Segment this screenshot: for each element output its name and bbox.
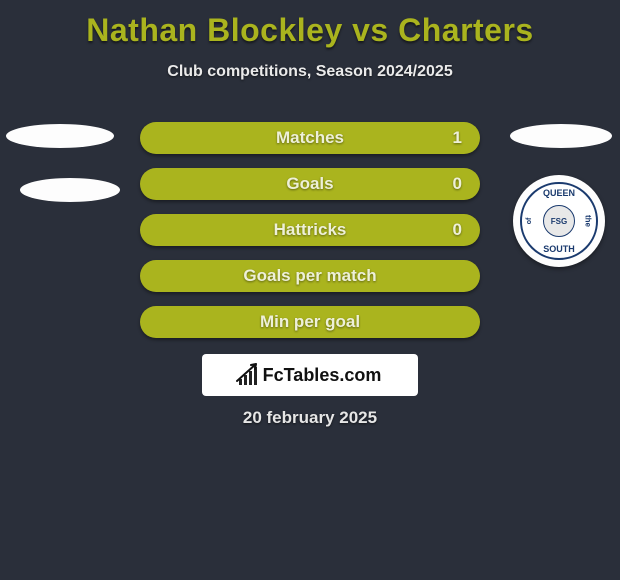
stat-value-right: 0: [453, 220, 462, 240]
stat-value-right: 0: [453, 174, 462, 194]
stat-row-matches: Matches 1: [140, 122, 480, 154]
crest-text-bottom: SOUTH: [543, 244, 575, 254]
team-badge-left-2: [20, 178, 120, 202]
logo-text: FcTables.com: [263, 365, 382, 386]
stat-label: Min per goal: [260, 312, 360, 332]
stat-label: Goals per match: [243, 266, 376, 286]
team-badge-left-1: [6, 124, 114, 148]
stat-label: Goals: [286, 174, 333, 194]
crest-text-right: the: [584, 215, 593, 227]
stat-row-goals-per-match: Goals per match: [140, 260, 480, 292]
date-text: 20 february 2025: [0, 408, 620, 428]
team-crest-right: QUEEN the of SOUTH FSG: [513, 175, 605, 267]
stats-container: Matches 1 Goals 0 Hattricks 0 Goals per …: [140, 122, 480, 352]
page-title: Nathan Blockley vs Charters: [0, 0, 620, 49]
crest-ring: QUEEN the of SOUTH FSG: [520, 182, 598, 260]
crest-text-left: of: [526, 218, 533, 225]
subtitle: Club competitions, Season 2024/2025: [0, 63, 620, 81]
stat-row-hattricks: Hattricks 0: [140, 214, 480, 246]
bar-chart-icon: [239, 365, 257, 385]
crest-text-top: QUEEN: [543, 188, 575, 198]
stat-label: Hattricks: [274, 220, 347, 240]
fctables-logo: FcTables.com: [202, 354, 418, 396]
stat-row-min-per-goal: Min per goal: [140, 306, 480, 338]
crest-center: FSG: [543, 205, 575, 237]
stat-value-right: 1: [453, 128, 462, 148]
stat-label: Matches: [276, 128, 344, 148]
team-badge-right-1: [510, 124, 612, 148]
stat-row-goals: Goals 0: [140, 168, 480, 200]
